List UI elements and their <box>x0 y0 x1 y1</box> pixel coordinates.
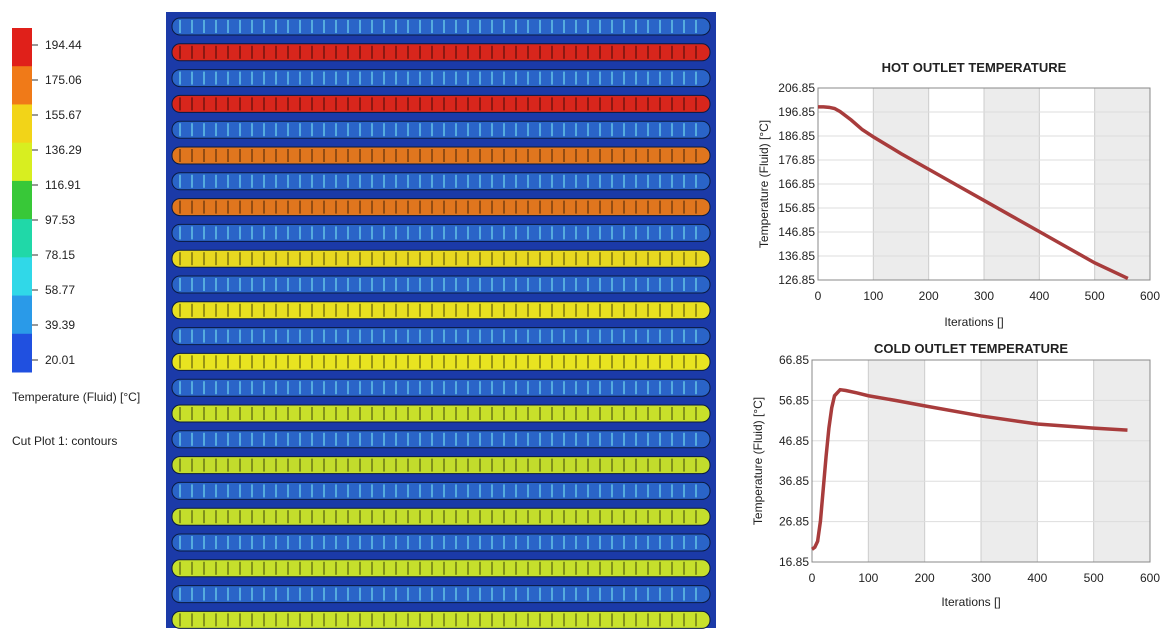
y-tick-label: 176.85 <box>778 153 815 167</box>
x-tick-label: 600 <box>1140 289 1160 303</box>
x-tick-label: 500 <box>1084 571 1104 585</box>
colorbar-label: 39.39 <box>45 318 75 332</box>
channel <box>171 456 711 475</box>
y-tick-label: 136.85 <box>778 249 815 263</box>
colorbar-label: 155.67 <box>45 108 82 122</box>
x-tick-label: 300 <box>974 289 994 303</box>
colorbar-segment <box>12 333 32 373</box>
channel <box>171 301 711 320</box>
plot-band <box>868 360 925 562</box>
channel <box>171 610 711 629</box>
plot-frame <box>811 359 1151 563</box>
x-tick-label: 300 <box>971 571 991 585</box>
x-axis-label: Iterations [] <box>944 315 1003 329</box>
y-axis-label: Temperature (Fluid) [°C] <box>757 120 771 248</box>
chart-title: HOT OUTLET TEMPERATURE <box>882 60 1067 75</box>
plot-frame <box>817 87 1151 281</box>
colorbar-label: 78.15 <box>45 248 75 262</box>
colorbar-segment <box>12 180 32 220</box>
colorbar-title: Temperature (Fluid) [°C] <box>12 390 140 404</box>
y-tick-label: 166.85 <box>778 177 815 191</box>
x-axis-label: Iterations [] <box>941 595 1000 609</box>
channel <box>171 94 711 113</box>
channel <box>171 404 711 423</box>
line <box>810 387 1128 551</box>
y-tick-label: 206.85 <box>778 81 815 95</box>
y-tick-label: 36.85 <box>779 474 809 488</box>
channel <box>171 559 711 578</box>
x-tick-label: 400 <box>1027 571 1047 585</box>
colorbar-label: 116.91 <box>45 178 81 192</box>
colorbar-segment <box>12 142 32 182</box>
caption: Cut Plot 1: contours <box>12 434 117 448</box>
y-tick-label: 186.85 <box>778 129 815 143</box>
y-tick-label: 156.85 <box>778 201 815 215</box>
channel <box>171 249 711 268</box>
line <box>818 105 1129 281</box>
y-tick-label: 46.85 <box>779 434 809 448</box>
y-tick-label: 126.85 <box>778 273 815 287</box>
y-tick-label: 196.85 <box>778 105 815 119</box>
y-axis-label: Temperature (Fluid) [°C] <box>751 397 765 525</box>
y-tick-label: 56.85 <box>779 393 809 407</box>
colorbar-label: 194.44 <box>45 38 82 52</box>
x-tick-label: 500 <box>1085 289 1105 303</box>
channel <box>171 352 711 371</box>
y-tick-label: 26.85 <box>779 515 809 529</box>
colorbar-label: 97.53 <box>45 213 75 227</box>
colorbar-segment <box>12 28 32 67</box>
colorbar-label: 58.77 <box>45 283 75 297</box>
x-tick-label: 200 <box>915 571 935 585</box>
colorbar-segment <box>12 257 32 297</box>
x-tick-label: 600 <box>1140 571 1160 585</box>
contour-image <box>166 12 716 629</box>
y-tick-label: 66.85 <box>779 353 809 367</box>
colorbar-segment <box>12 66 32 105</box>
colorbar-segment <box>12 104 32 144</box>
channel <box>171 507 711 526</box>
channel <box>171 43 711 62</box>
x-tick-label: 400 <box>1029 289 1049 303</box>
x-tick-label: 100 <box>858 571 878 585</box>
y-tick-label: 16.85 <box>779 555 809 569</box>
x-tick-label: 100 <box>863 289 883 303</box>
x-tick-label: 200 <box>919 289 939 303</box>
colorbar-label: 175.06 <box>45 73 82 87</box>
colorbar-segment <box>12 295 32 335</box>
plot-band <box>981 360 1038 562</box>
x-tick-label: 0 <box>809 571 816 585</box>
channel <box>171 198 711 217</box>
colorbar-segment <box>12 219 32 258</box>
y-tick-label: 146.85 <box>778 225 815 239</box>
chart-title: COLD OUTLET TEMPERATURE <box>874 341 1068 356</box>
channel <box>171 146 711 165</box>
plot-band <box>1093 360 1150 562</box>
x-tick-label: 0 <box>815 289 822 303</box>
colorbar-label: 136.29 <box>45 143 82 157</box>
colorbar-label: 20.01 <box>45 353 75 367</box>
